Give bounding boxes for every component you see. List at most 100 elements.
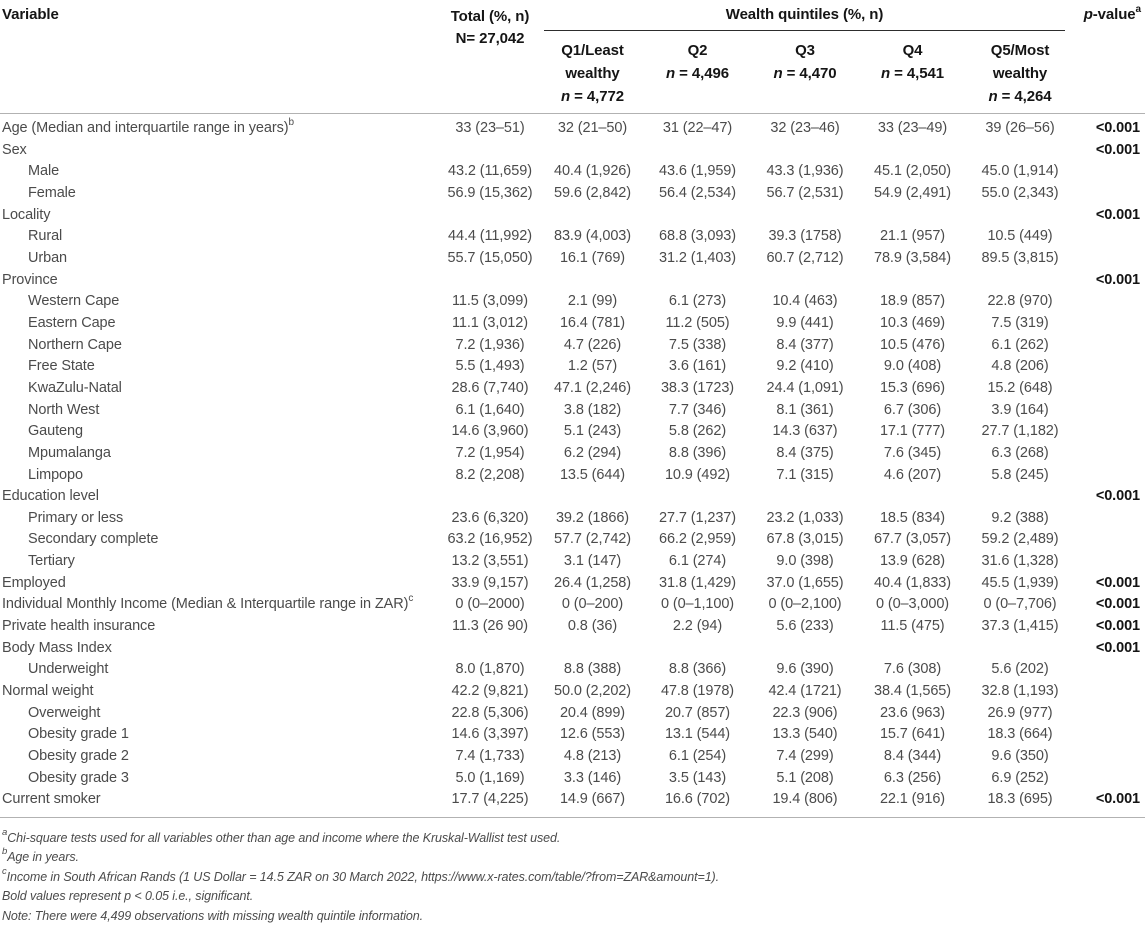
variable-cell: Sex [2,141,27,158]
table-body: Age (Median and interquartile range in y… [0,114,1145,818]
quintile-4-cell [860,270,965,292]
quintile-2-cell: 6.1 (273) [668,293,727,310]
quintile-3-cell: 14.3 (637) [772,423,838,440]
total-cell [440,638,540,660]
pvalue-cell [1075,226,1145,248]
pvalue-cell: <0.001 [1095,120,1140,136]
quintile-1-cell: 4.7 (226) [563,336,622,353]
variable-cell: Normal weight [2,683,94,700]
variable-cell: North West [28,401,100,418]
footnote: bAge in years. [2,846,79,865]
quintile-3-cell: 23.2 (1,033) [766,509,844,526]
quintile-4-cell: 18.5 (834) [879,509,946,526]
quintile-2-cell: 6.1 (254) [668,748,727,765]
variable-cell: Overweight [28,704,101,721]
quintile-5-cell: 89.5 (3,815) [981,249,1059,266]
quintile-2-cell: 2.2 (94) [672,618,723,635]
quintile-4-cell: 21.1 (957) [879,228,946,245]
pvalue-cell [1075,659,1145,681]
quintile-1-cell: 16.1 (769) [559,249,626,266]
quintile-1-cell: 3.3 (146) [563,769,622,786]
pvalue-cell [1075,768,1145,790]
pvalue-cell [1075,161,1145,183]
quintile-4-cell: 22.1 (916) [879,791,946,808]
table-row: Urban 55.7 (15,050) 16.1 (769) 31.2 (1,403)… [0,248,1145,270]
quintile-2-cell: 8.8 (396) [668,444,727,461]
table-row: Gauteng 14.6 (3,960) 5.1 (243) 5.8 (262) 14.… [0,421,1145,443]
footnote: Note: There were 4,499 observations with… [2,908,423,923]
total-cell: 14.6 (3,397) [451,726,529,743]
quintile-1-cell [540,486,645,508]
quintile-5-cell: 6.9 (252) [991,769,1049,786]
total-cell: 28.6 (7,740) [451,379,529,396]
pvalue-cell [1075,724,1145,746]
pvalue-cell: <0.001 [1095,618,1140,635]
table-row: Private health insurance 11.3 (26 90) 0.8 … [0,616,1145,638]
quintile-2-cell [645,270,750,292]
quintile-5-cell: 32.8 (1,193) [981,683,1059,700]
column-header-quintile-2: Q2 n = 4,496 [645,36,750,113]
quintile-1-cell: 83.9 (4,003) [554,228,631,245]
pvalue-cell [1075,356,1145,378]
quintile-1-cell [540,140,645,162]
quintile-3-cell: 7.4 (299) [776,748,834,765]
quintile-title: Q1/Least wealthy [561,42,624,82]
quintile-3-cell: 13.3 (540) [772,726,838,743]
pvalue-cell: <0.001 [1095,488,1140,505]
quintile-2-cell: 3.6 (161) [668,358,727,375]
quintile-2-cell: 31.2 (1,403) [659,249,736,266]
quintile-4-cell [860,140,965,162]
column-header-quintile-4: Q4 n = 4,541 [860,36,965,113]
variable-cell: Private health insurance [2,618,156,635]
table-row: Age (Median and interquartile range in y… [0,117,1145,140]
quintile-3-cell [750,205,860,227]
total-cell: 63.2 (16,952) [447,531,533,548]
quintile-1-cell: 12.6 (553) [559,726,626,743]
variable-cell: Employed [2,574,66,591]
pvalue-cell [1075,443,1145,465]
quintile-3-cell: 9.0 (398) [776,553,834,570]
quintile-4-cell: 6.7 (306) [883,401,942,418]
pvalue-cell: <0.001 [1095,141,1140,158]
quintile-2-cell: 16.6 (702) [664,791,731,808]
table-row: Overweight 22.8 (5,306) 20.4 (899) 20.7 (85… [0,703,1145,725]
quintile-1-cell: 39.2 (1866) [555,509,630,526]
table-row: Eastern Cape 11.1 (3,012) 16.4 (781) 11.2 (… [0,313,1145,335]
quintile-4-cell: 67.7 (3,057) [874,531,951,548]
quintile-4-cell: 9.0 (408) [883,358,942,375]
quintile-2-cell [645,638,750,660]
table-row: Obesity grade 2 7.4 (1,733) 4.8 (213) 6.1 (… [0,746,1145,768]
quintile-2-cell: 10.9 (492) [664,466,731,483]
quintile-title: Q5/Most wealthy [990,42,1050,82]
total-cell: 8.2 (2,208) [455,466,525,483]
total-cell: 42.2 (9,821) [451,683,529,700]
column-header-variable: Variable [2,6,59,23]
quintile-5-cell [965,140,1075,162]
quintile-2-cell: 8.8 (366) [668,661,727,678]
variable-cell: Individual Monthly Income (Median & Inte… [2,593,414,613]
quintile-4-cell: 4.6 (207) [883,466,942,483]
quintile-1-cell: 3.1 (147) [563,553,622,570]
quintile-5-cell [965,205,1075,227]
variable-cell: Secondary complete [28,531,159,548]
footnote: Bold values represent p < 0.05 i.e., sig… [2,889,254,904]
quintile-2-cell [645,486,750,508]
total-cell: 5.5 (1,493) [455,358,525,375]
footnote: aChi-square tests used for all variables… [2,826,561,845]
quintile-3-cell: 32 (23–46) [770,120,840,136]
quintile-5-cell: 45.0 (1,914) [981,163,1059,180]
quintile-2-cell: 13.1 (544) [664,726,731,743]
quintile-2-cell: 31.8 (1,429) [659,574,736,591]
quintile-5-cell: 18.3 (695) [987,791,1053,808]
total-cell: 0 (0–2000) [455,596,525,613]
total-cell: 43.2 (11,659) [448,163,532,180]
pvalue-cell: <0.001 [1095,574,1140,591]
variable-cell: Obesity grade 2 [28,748,129,765]
quintile-1-cell: 0.8 (36) [567,618,618,635]
pvalue-cell [1075,529,1145,551]
pvalue-cell [1075,291,1145,313]
quintile-4-cell: 17.1 (777) [879,423,946,440]
quintile-1-cell: 14.9 (667) [559,791,626,808]
quintile-5-cell: 10.5 (449) [987,228,1053,245]
quintile-4-cell: 15.7 (641) [879,726,946,743]
